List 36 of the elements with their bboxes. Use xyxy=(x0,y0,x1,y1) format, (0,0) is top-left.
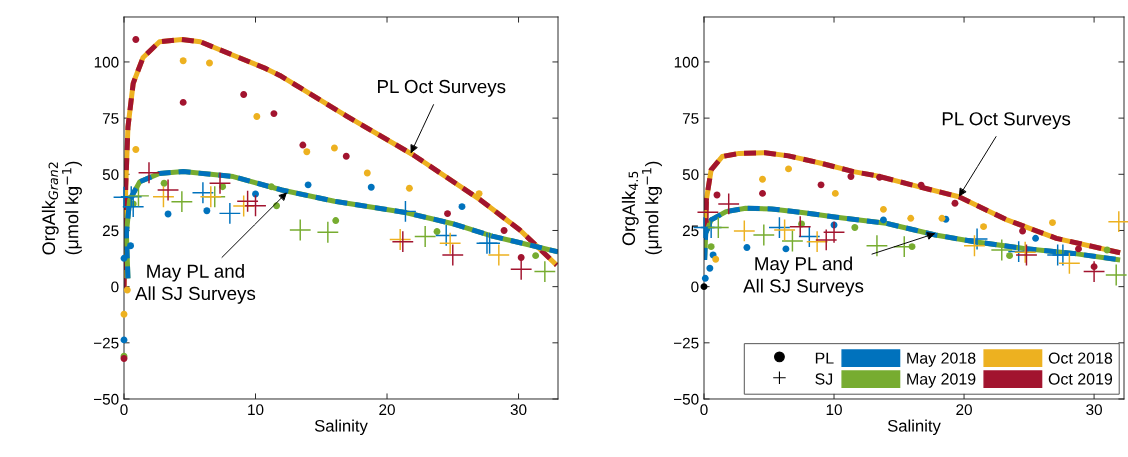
y-tick-label: 25 xyxy=(682,225,699,237)
y-tick-label: −50 xyxy=(673,393,699,405)
y-axis-title: OrgAlk$_{4.5}$ (μmol kg$^{−1}$) xyxy=(621,161,662,255)
legend-label: PL xyxy=(815,352,834,364)
legend-label: Oct 2018 xyxy=(1048,352,1113,364)
x-tick-label: 10 xyxy=(248,404,264,416)
x-tick-label: 20 xyxy=(956,404,972,416)
annotation: PL Oct Surveys xyxy=(942,112,1071,130)
y-axis-title: OrgAlk$_{Gran2}$ (μmol kg$^{−1}$) xyxy=(41,161,82,255)
legend-label: SJ xyxy=(815,373,833,385)
y-tick-label: 100 xyxy=(94,56,119,68)
x-axis-title: Salinity xyxy=(314,419,368,436)
y-tick-label: −50 xyxy=(93,393,119,405)
x-tick-label: 20 xyxy=(379,404,395,416)
y-tick-label: −25 xyxy=(673,337,699,349)
y-tick-label: 0 xyxy=(691,281,699,293)
y-tick-label: −25 xyxy=(93,337,119,349)
annotation: May PL and All SJ Surveys xyxy=(743,256,864,297)
x-tick-label: 10 xyxy=(826,404,842,416)
y-tick-label: 0 xyxy=(111,281,119,293)
x-tick-label: 30 xyxy=(1086,404,1102,416)
y-tick-label: 50 xyxy=(682,169,699,180)
annotation: May PL and All SJ Surveys xyxy=(135,264,256,304)
legend-label: Oct 2019 xyxy=(1048,373,1113,385)
annotation: PL Oct Surveys xyxy=(378,79,506,97)
legend-label: May 2019 xyxy=(907,373,976,388)
x-tick-label: 0 xyxy=(700,404,708,416)
x-tick-label: 30 xyxy=(510,404,527,416)
y-tick-label: 75 xyxy=(102,113,119,124)
y-tick-label: 25 xyxy=(102,225,119,237)
y-tick-label: 100 xyxy=(674,56,699,68)
y-tick-label: 75 xyxy=(682,113,699,124)
x-tick-label: 0 xyxy=(120,404,128,416)
x-axis-title: Salinity xyxy=(887,419,941,436)
legend-label: May 2018 xyxy=(907,352,976,367)
y-tick-label: 50 xyxy=(102,169,119,180)
